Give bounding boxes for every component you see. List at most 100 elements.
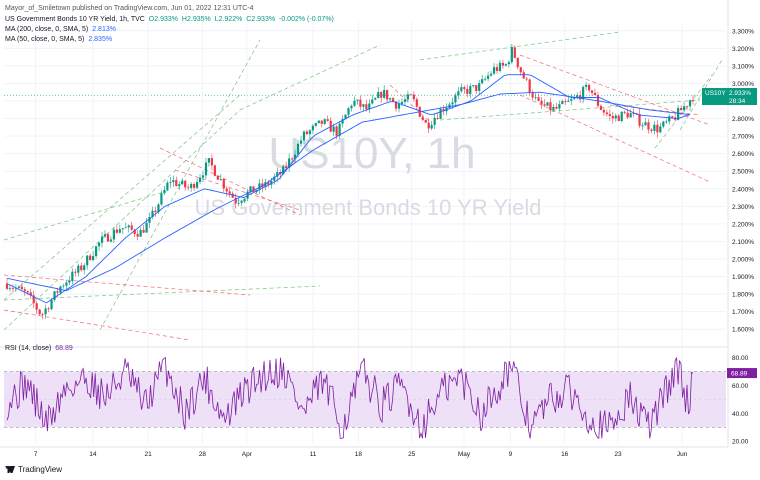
- candle-body: [332, 126, 335, 132]
- candle-body: [285, 166, 288, 168]
- candle-body: [638, 114, 641, 126]
- rsi-pane: 80.00 60.00 40.00 20.00 68.89: [4, 355, 757, 446]
- candle-body: [677, 107, 680, 120]
- candle-body: [412, 94, 415, 100]
- time-axis: 7 14 21 28 Apr 11 18 25 May 9 16 23 Jun: [0, 446, 728, 458]
- ma50-legend[interactable]: MA (50, close, 0, SMA, 5) 2.835%: [5, 36, 114, 43]
- candle-body: [501, 62, 505, 66]
- candle-body: [587, 84, 591, 91]
- candle-body: [139, 229, 142, 237]
- candle-body: [142, 229, 145, 233]
- candle-body: [641, 125, 644, 127]
- candle-body: [475, 85, 478, 91]
- candle-body: [175, 180, 178, 187]
- green-trendline: [3, 285, 321, 301]
- price-tick-label: 2.200%: [732, 221, 754, 228]
- candle-body: [614, 115, 617, 119]
- candle-body: [460, 87, 463, 92]
- candle-body: [374, 98, 377, 100]
- candle-body: [26, 291, 29, 293]
- candle-body: [682, 106, 686, 111]
- candle-body: [213, 165, 216, 176]
- candle-body: [157, 204, 160, 213]
- candle-body: [584, 84, 588, 87]
- candle-body: [338, 123, 341, 136]
- candle-body: [89, 255, 92, 261]
- rsi-label: RSI (14, close): [5, 345, 52, 352]
- candle-body: [249, 186, 252, 192]
- candle-body: [231, 193, 234, 198]
- candle-body: [415, 99, 418, 107]
- candle-body: [691, 100, 695, 101]
- candle-body: [590, 90, 594, 93]
- candle-body: [282, 166, 285, 175]
- candle-body: [608, 114, 611, 116]
- candle-body: [605, 112, 608, 115]
- candle-body: [549, 102, 552, 111]
- candle-body: [296, 143, 300, 155]
- price-tick-label: 2.500%: [732, 169, 754, 176]
- ma200-legend[interactable]: MA (200, close, 0, SMA, 5) 2.813%: [5, 26, 118, 33]
- candle-body: [103, 234, 107, 237]
- candle-body: [56, 291, 59, 293]
- candle-body: [314, 123, 317, 126]
- candle-body: [368, 103, 371, 110]
- candle-body: [543, 104, 546, 106]
- candle-body: [166, 182, 169, 190]
- candle-body: [593, 92, 597, 96]
- time-tick-label: 16: [561, 451, 569, 458]
- candle-body: [320, 120, 323, 124]
- candle-body: [302, 131, 306, 141]
- price-tick-label: 2.000%: [732, 257, 754, 264]
- price-tick-label: 2.300%: [732, 204, 754, 211]
- candle-body: [623, 111, 626, 113]
- badge-symbol: US10Y: [705, 90, 726, 97]
- price-tick-label: 2.800%: [732, 116, 754, 123]
- candle-body: [540, 100, 543, 105]
- candle-body: [665, 121, 668, 123]
- candle-body: [133, 229, 136, 235]
- tradingview-logo[interactable]: TradingView: [5, 465, 62, 474]
- ma50-label: MA (50, close, 0, SMA, 5): [5, 36, 85, 43]
- candle-body: [481, 79, 484, 84]
- green-trendline: [3, 109, 241, 331]
- publisher-text: Mayor_of_Smiletown published on TradingV…: [5, 5, 254, 12]
- candle-body: [365, 104, 368, 110]
- candle-body: [668, 116, 671, 122]
- price-tick-label: 3.000%: [732, 81, 754, 88]
- candle-body: [44, 308, 47, 315]
- candle-body: [68, 280, 71, 283]
- candle-body: [531, 92, 534, 98]
- ma200-label: MA (200, close, 0, SMA, 5): [5, 26, 89, 33]
- candle-body: [688, 100, 692, 107]
- price-tick-label: 2.600%: [732, 151, 754, 158]
- rsi-legend[interactable]: RSI (14, close) 68.89: [5, 345, 75, 352]
- candle-body: [582, 86, 585, 100]
- candle-body: [273, 176, 276, 181]
- candle-body: [602, 109, 606, 113]
- candle-body: [347, 108, 350, 115]
- candle-body: [204, 162, 208, 176]
- candle-body: [371, 99, 374, 104]
- candle-body: [187, 187, 190, 189]
- symbol-legend[interactable]: US Government Bonds 10 YR Yield, 1h, TVC…: [5, 16, 336, 23]
- candle-body: [356, 99, 359, 101]
- candle-body: [576, 95, 579, 98]
- badge-price-background: [727, 88, 757, 105]
- candle-body: [118, 229, 121, 233]
- badge-countdown: 28:34: [729, 98, 746, 105]
- candle-body: [492, 67, 496, 74]
- candle-body: [184, 180, 187, 188]
- red-trendline: [3, 309, 191, 341]
- candle-body: [617, 115, 620, 121]
- candle-body: [172, 180, 175, 183]
- ma200-value: 2.813%: [92, 26, 116, 33]
- candle-body: [685, 106, 689, 108]
- candle-body: [472, 85, 475, 87]
- candle-body: [311, 125, 314, 131]
- rsi-value-badge-text: 68.89: [731, 371, 748, 378]
- candle-body: [169, 182, 172, 183]
- candle-body: [644, 122, 647, 126]
- last-price-badge: US10Y 2.933% 28:34: [702, 88, 757, 105]
